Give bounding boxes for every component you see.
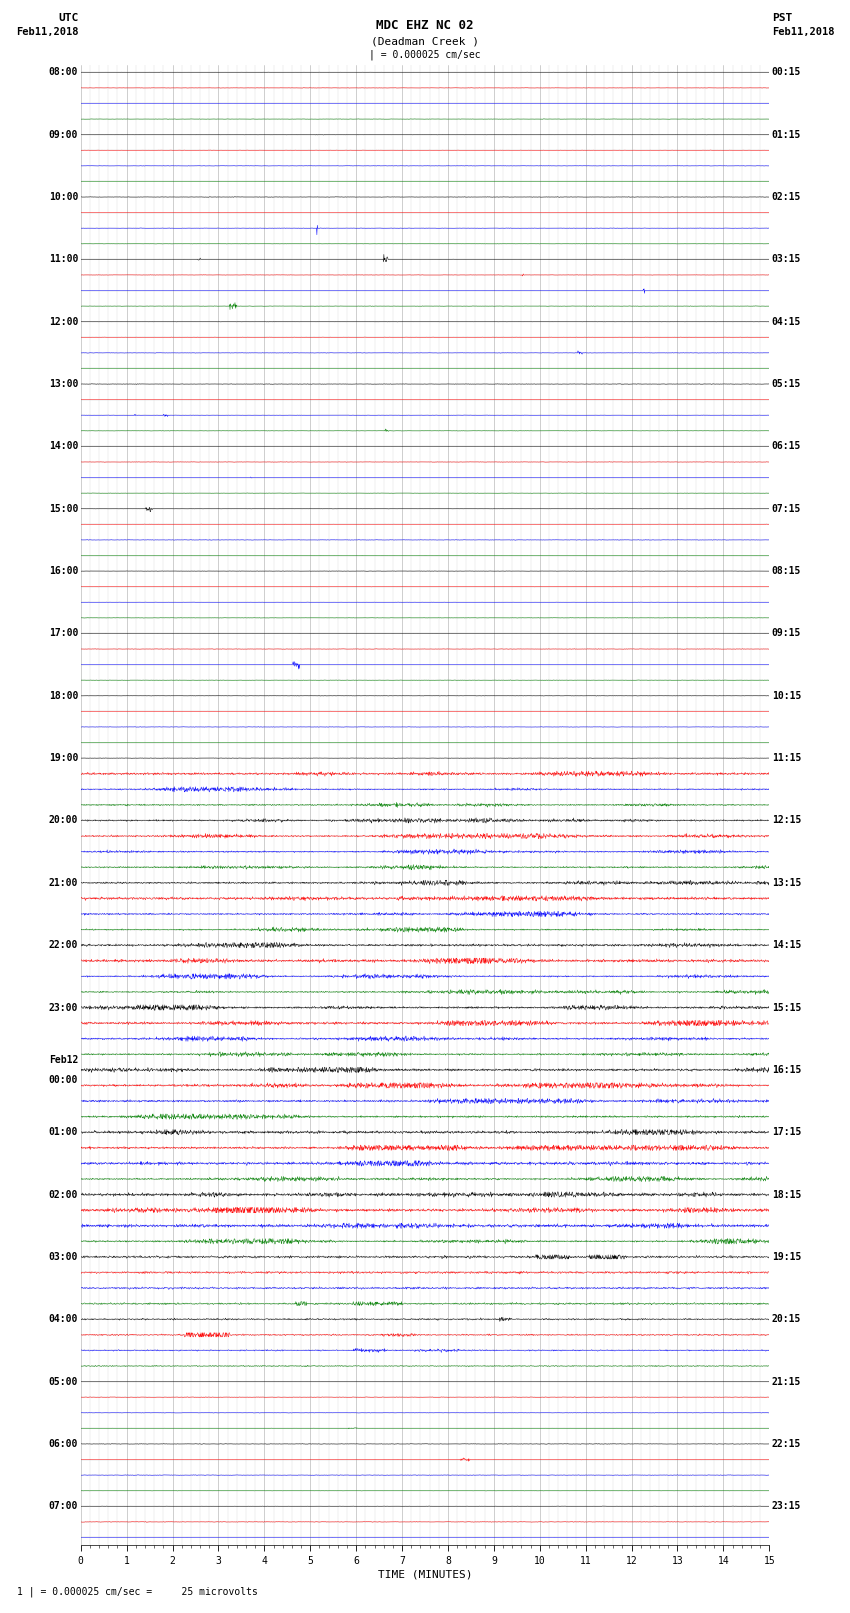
Text: 18:00: 18:00 [48,690,78,700]
Text: 03:00: 03:00 [48,1252,78,1261]
Text: (Deadman Creek ): (Deadman Creek ) [371,37,479,47]
Text: 09:15: 09:15 [772,629,802,639]
Text: 05:15: 05:15 [772,379,802,389]
Text: 1 | = 0.000025 cm/sec =     25 microvolts: 1 | = 0.000025 cm/sec = 25 microvolts [17,1586,258,1597]
Text: 19:15: 19:15 [772,1252,802,1261]
Text: 14:15: 14:15 [772,940,802,950]
Text: Feb11,2018: Feb11,2018 [15,27,78,37]
Text: 12:00: 12:00 [48,316,78,327]
Text: 14:00: 14:00 [48,442,78,452]
Text: 07:00: 07:00 [48,1502,78,1511]
Text: 01:00: 01:00 [48,1127,78,1137]
Text: 08:15: 08:15 [772,566,802,576]
Text: 11:00: 11:00 [48,255,78,265]
Text: 00:00: 00:00 [48,1074,78,1084]
Text: 04:15: 04:15 [772,316,802,327]
Text: 12:15: 12:15 [772,816,802,826]
Text: 11:15: 11:15 [772,753,802,763]
Text: 05:00: 05:00 [48,1376,78,1387]
Text: 03:15: 03:15 [772,255,802,265]
Text: 17:15: 17:15 [772,1127,802,1137]
Text: 08:00: 08:00 [48,68,78,77]
Text: 06:15: 06:15 [772,442,802,452]
Text: 23:00: 23:00 [48,1003,78,1013]
Text: 06:00: 06:00 [48,1439,78,1448]
Text: 20:15: 20:15 [772,1315,802,1324]
Text: 21:15: 21:15 [772,1376,802,1387]
Text: 02:00: 02:00 [48,1189,78,1200]
Text: 17:00: 17:00 [48,629,78,639]
Text: 16:00: 16:00 [48,566,78,576]
Text: 15:15: 15:15 [772,1003,802,1013]
Text: 07:15: 07:15 [772,503,802,513]
Text: 13:00: 13:00 [48,379,78,389]
Text: MDC EHZ NC 02: MDC EHZ NC 02 [377,19,473,32]
Text: 02:15: 02:15 [772,192,802,202]
Text: 10:15: 10:15 [772,690,802,700]
Text: 22:00: 22:00 [48,940,78,950]
Text: Feb12: Feb12 [48,1055,78,1065]
Text: 23:15: 23:15 [772,1502,802,1511]
Text: 16:15: 16:15 [772,1065,802,1074]
Text: 22:15: 22:15 [772,1439,802,1448]
Text: 18:15: 18:15 [772,1189,802,1200]
Text: 20:00: 20:00 [48,816,78,826]
Text: 04:00: 04:00 [48,1315,78,1324]
Text: 13:15: 13:15 [772,877,802,887]
Text: UTC: UTC [58,13,78,23]
Text: Feb11,2018: Feb11,2018 [772,27,835,37]
Text: | = 0.000025 cm/sec: | = 0.000025 cm/sec [369,48,481,60]
Text: 09:00: 09:00 [48,129,78,140]
Text: 00:15: 00:15 [772,68,802,77]
Text: 15:00: 15:00 [48,503,78,513]
Text: PST: PST [772,13,792,23]
X-axis label: TIME (MINUTES): TIME (MINUTES) [377,1569,473,1579]
Text: 01:15: 01:15 [772,129,802,140]
Text: 10:00: 10:00 [48,192,78,202]
Text: 19:00: 19:00 [48,753,78,763]
Text: 21:00: 21:00 [48,877,78,887]
